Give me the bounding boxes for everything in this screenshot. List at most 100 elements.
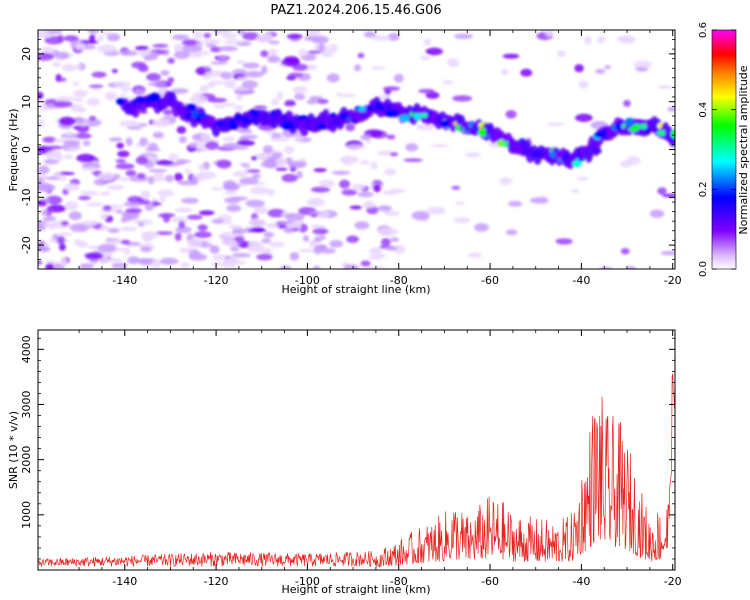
spectrogram-cell — [633, 60, 653, 69]
spectrogram-cell — [281, 58, 301, 67]
spectrogram-cell — [502, 53, 520, 59]
colorbar-tick-label: 0.4 — [698, 102, 709, 118]
spectrogram-cell — [501, 68, 509, 76]
spectrogram-cell — [575, 113, 593, 122]
spectrogram-cell — [62, 63, 77, 72]
spectrogram-cell — [254, 153, 272, 158]
spectrogram-cell — [349, 205, 363, 210]
spectrogram-cell — [151, 259, 162, 269]
spectrogram-cell — [91, 71, 107, 78]
spectrogram-cell — [210, 46, 222, 53]
spectrogram-cell — [452, 95, 473, 102]
spectrogram-cell — [268, 48, 278, 56]
spectrogram-cell — [202, 39, 222, 44]
spectrogram-cell — [116, 142, 124, 149]
spectrogram-cell — [251, 173, 261, 179]
spectrogram-cell — [182, 39, 197, 46]
spectrogram-cell — [371, 35, 391, 41]
spectrogram-cell — [304, 36, 323, 42]
spectrogram-cell — [382, 86, 401, 91]
spectrogram-cell — [296, 170, 303, 179]
spectrogram-cell — [202, 75, 212, 80]
spectrogram-cell — [306, 99, 319, 105]
spectrogram-cell — [393, 73, 404, 83]
spectrogram-cell — [418, 113, 430, 118]
spectrogram-ridge — [116, 91, 675, 170]
spectrogram-cell — [451, 186, 461, 190]
spectrogram-cell — [599, 266, 613, 269]
x-tick-label: -60 — [481, 575, 499, 588]
spectrogram-cell — [162, 213, 171, 223]
spectrogram-cell — [114, 81, 131, 88]
spectrogram-cell — [295, 133, 303, 142]
spectrogram-cell — [314, 236, 322, 243]
spectrogram-cell — [120, 217, 128, 223]
spectrogram-cell — [73, 239, 84, 247]
spectrogram-cell — [72, 117, 86, 125]
spectrogram-cell — [119, 93, 128, 97]
spectrogram-cell — [221, 33, 237, 39]
spectrogram-cell — [63, 35, 79, 42]
spectrogram-cell — [310, 224, 323, 229]
spectrogram-cell — [189, 143, 198, 148]
spectrogram-x-axis: -140 -120 -100 -80 -60 -40 -20 — [78, 30, 682, 287]
x-tick-label: -20 — [664, 575, 682, 588]
colorbar: 0.0 0.2 0.4 0.6 Normalized spectral amplitu… — [698, 22, 750, 277]
spectrogram-cell — [294, 93, 306, 101]
spectrogram-cell — [198, 210, 215, 216]
spectrogram-cell — [75, 64, 82, 70]
spectrogram-cell — [386, 134, 396, 140]
spectrogram-cell — [399, 114, 412, 122]
y-tick-label: -20 — [20, 236, 33, 254]
spectrogram-cell — [142, 233, 151, 242]
spectrogram-cell — [309, 96, 324, 101]
spectrogram-cell — [616, 35, 637, 43]
spectrogram-cell — [236, 139, 255, 146]
spectrogram-cell — [87, 30, 100, 34]
spectrogram-cell — [384, 210, 400, 216]
spectrogram-cell — [134, 45, 149, 51]
spectrogram-cell — [56, 235, 66, 245]
spectrogram-cell — [159, 257, 179, 265]
spectrogram-cell — [242, 32, 260, 41]
spectrogram-cell — [64, 183, 80, 191]
spectrogram-cell — [620, 248, 630, 255]
spectrogram-cell — [314, 245, 328, 250]
spectrogram-cell — [173, 43, 181, 53]
spectrogram-cell — [286, 33, 303, 40]
spectrogram-cell — [388, 188, 407, 193]
spectrogram-cell — [268, 241, 285, 248]
spectrogram-cell — [188, 250, 201, 259]
spectrogram-cell — [232, 170, 249, 177]
spectrogram-cell — [171, 216, 188, 223]
spectrogram-cell — [313, 168, 327, 173]
spectrogram-cell — [660, 251, 675, 256]
spectrogram-cell — [287, 160, 307, 169]
spectrogram-cell — [267, 188, 275, 196]
spectrogram-cell — [354, 221, 370, 230]
spectrogram-cell — [99, 191, 111, 196]
spectrogram-cell — [127, 126, 143, 130]
spectrogram-cell — [152, 118, 171, 128]
spectrogram-cell — [52, 61, 62, 67]
spectrogram-cell — [268, 40, 280, 45]
spectrogram-cell — [657, 85, 673, 89]
spectrogram-cell — [134, 89, 146, 96]
x-tick-label: -20 — [664, 274, 682, 287]
spectrogram-cell — [454, 33, 473, 39]
x-tick-label: -140 — [112, 274, 137, 287]
spectrogram-cell — [261, 238, 272, 244]
spectrogram-cell — [146, 73, 161, 82]
spectrogram-cell — [230, 246, 240, 252]
spectrogram-cell — [148, 93, 161, 102]
spectrogram-cell — [343, 157, 351, 166]
spectrogram-cell — [220, 71, 233, 80]
spectrogram-cell — [216, 159, 232, 169]
spectrogram-cell — [38, 52, 54, 61]
spectrogram-cell — [139, 137, 149, 147]
spectrogram-cell — [151, 202, 162, 206]
spectrogram-cell — [197, 224, 208, 231]
spectrogram-cell — [411, 210, 430, 221]
spectrogram-cell — [202, 161, 211, 170]
spectrogram-cell — [218, 55, 229, 60]
